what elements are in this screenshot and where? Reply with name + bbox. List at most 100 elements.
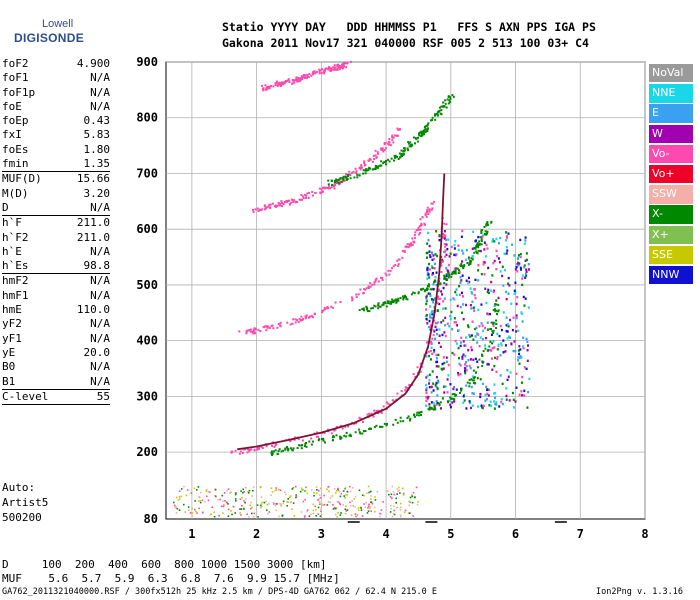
trace-point [406, 417, 409, 420]
trace-point [475, 250, 478, 253]
trace-point [343, 62, 346, 65]
trace-point [277, 450, 280, 453]
trace-point [476, 366, 479, 369]
spread-point [449, 314, 452, 318]
trace-point [437, 302, 440, 305]
noise-point [282, 502, 285, 505]
spread-point [438, 288, 441, 291]
trace-point [318, 72, 321, 75]
param-row: D N/A [2, 201, 110, 217]
spread-point [509, 371, 512, 374]
trace-point [392, 299, 395, 302]
noise-point [253, 512, 255, 515]
spread-point [469, 358, 472, 361]
spread-point [520, 356, 523, 359]
trace-point [424, 130, 427, 133]
spread-point [501, 265, 504, 268]
noise-point [349, 504, 352, 507]
param-name: foE [2, 99, 22, 113]
noise-point [247, 491, 250, 494]
trace-point [392, 423, 395, 426]
param-value: 211.0 [76, 230, 110, 244]
noise-point [399, 509, 402, 511]
trace-point [466, 381, 469, 384]
noise-point [211, 506, 214, 509]
trace-point [272, 450, 275, 453]
trace-point [330, 305, 333, 308]
trace-point [348, 170, 351, 173]
trace-point [455, 267, 458, 270]
noise-point [251, 489, 254, 492]
spread-point [496, 332, 499, 336]
noise-point [177, 499, 180, 501]
spread-point [442, 367, 445, 370]
spread-point [472, 230, 475, 234]
noise-point [317, 489, 320, 492]
spread-point [486, 328, 489, 331]
trace-point [349, 433, 352, 436]
noise-point [287, 501, 289, 504]
trace-point [409, 244, 412, 247]
spread-point [431, 258, 434, 262]
noise-point [193, 487, 196, 490]
trace-point [355, 293, 358, 296]
y-tick-label: 900 [136, 55, 158, 69]
spread-point [473, 309, 476, 312]
trace-point [276, 83, 279, 86]
spread-point [462, 317, 465, 321]
spread-point [468, 333, 471, 337]
spread-point [484, 326, 487, 330]
y-min-label: 80 [144, 512, 158, 526]
trace-point [281, 81, 284, 84]
spread-point [505, 387, 508, 390]
spread-point [434, 337, 437, 340]
noise-point [310, 513, 312, 516]
trace-point [399, 156, 402, 159]
trace-point [430, 406, 433, 409]
trace-point [244, 448, 247, 451]
trace-point [321, 311, 324, 314]
spread-point [436, 380, 439, 383]
trace-point [422, 131, 425, 134]
trace-point [414, 142, 417, 145]
noise-point [402, 494, 405, 496]
spread-point [484, 287, 487, 290]
noise-point [354, 495, 357, 498]
spread-point [435, 283, 438, 287]
noise-point [259, 486, 262, 489]
noise-point [259, 507, 262, 509]
spread-point [433, 267, 436, 270]
trace-point [306, 75, 309, 78]
trace-point [320, 188, 323, 191]
trace-point [260, 84, 263, 87]
spread-point [489, 312, 492, 316]
trace-point [314, 312, 317, 315]
spread-point [505, 297, 508, 301]
trace-point [412, 136, 415, 139]
spread-point [511, 243, 514, 246]
trace-point [492, 331, 495, 334]
trace-point [306, 76, 309, 79]
trace-point [367, 287, 370, 290]
trace-point [404, 389, 407, 392]
trace-point [344, 175, 347, 178]
spread-point [430, 391, 433, 394]
noise-point [366, 512, 369, 514]
param-row: h`F 211.0 [2, 216, 110, 230]
trace-point [355, 170, 358, 173]
noise-point [199, 501, 202, 504]
noise-point [232, 505, 235, 508]
noise-point [187, 509, 190, 511]
param-value: 5.83 [83, 128, 111, 142]
trace-point [392, 301, 395, 304]
trace-point [368, 310, 371, 313]
noise-point [339, 514, 342, 516]
spread-point [463, 366, 466, 370]
trace-point [375, 409, 378, 412]
trace-point [406, 387, 409, 390]
spread-point [425, 391, 428, 395]
spread-point [434, 253, 437, 256]
noise-point [342, 503, 345, 506]
noise-point [277, 488, 280, 491]
trace-point [433, 200, 436, 203]
